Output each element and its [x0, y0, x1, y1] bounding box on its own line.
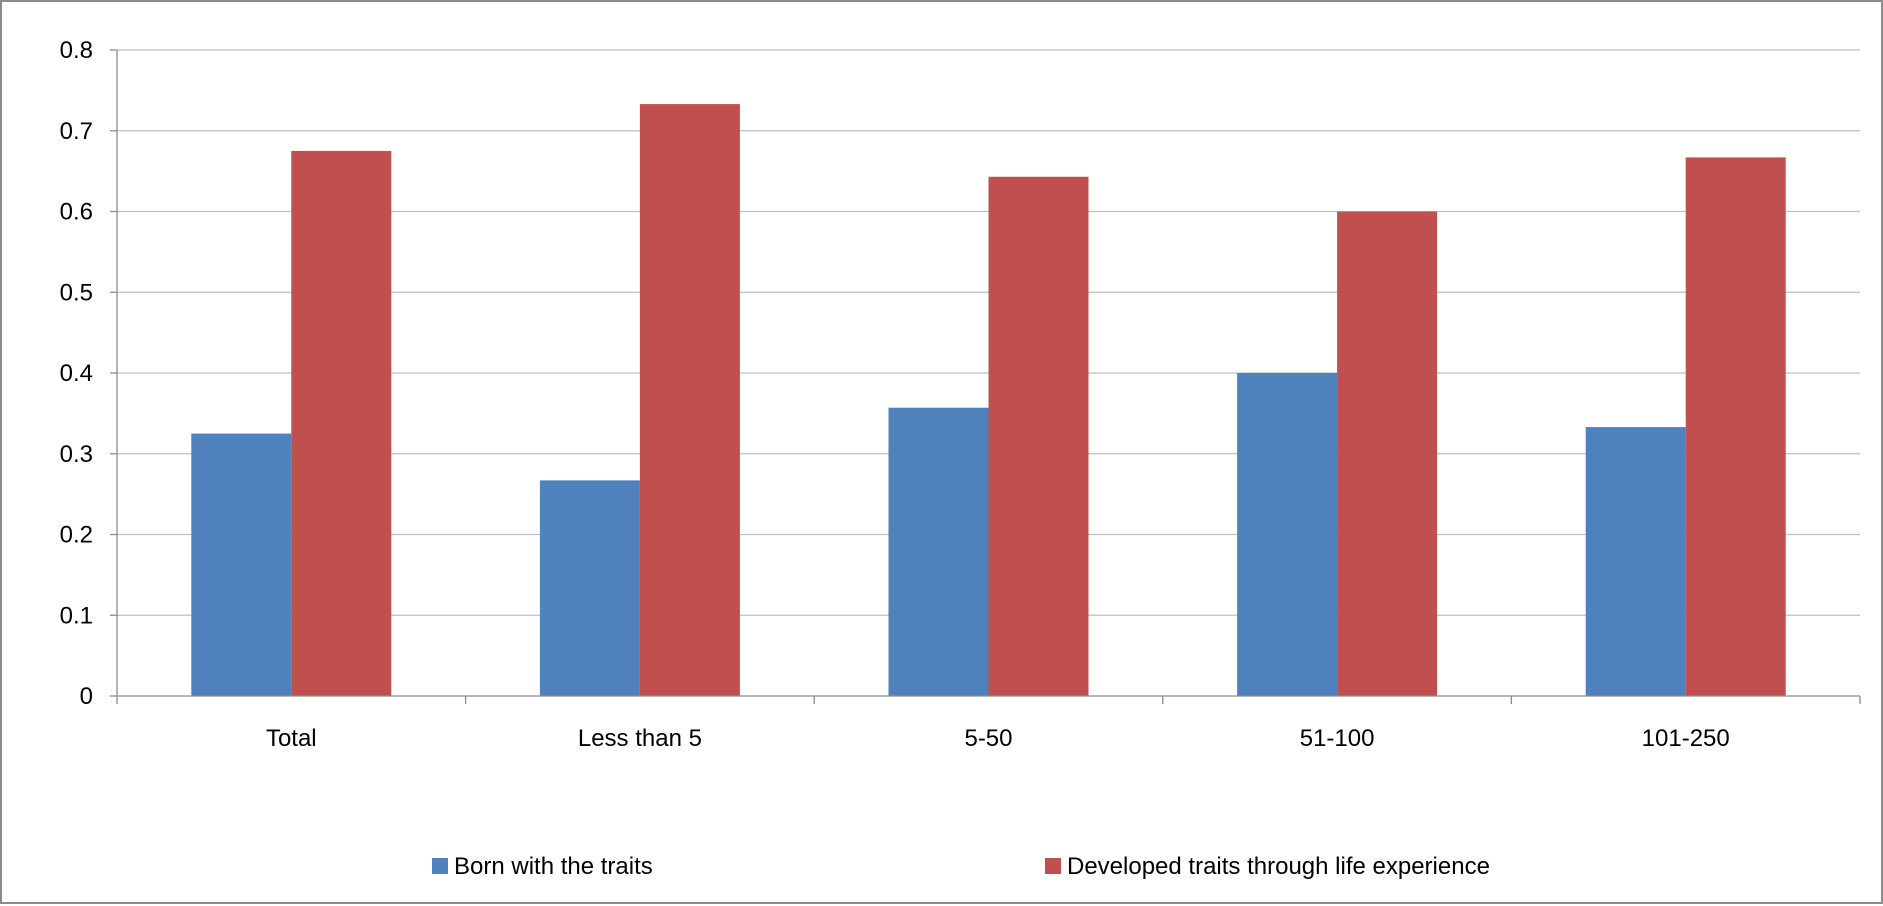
- y-tick-label: 0.8: [60, 37, 93, 64]
- bar-developed: [639, 104, 740, 697]
- bar-born: [1585, 427, 1686, 696]
- bar-born: [1237, 373, 1338, 696]
- y-tick-label: 0: [80, 683, 93, 710]
- x-tick-label: 5-50: [964, 725, 1012, 752]
- x-tick-label: 101-250: [1642, 725, 1730, 752]
- x-tick-label: Less than 5: [578, 725, 702, 752]
- legend: Born with the traits Developed traits thr…: [432, 853, 1490, 880]
- bar-born: [888, 407, 989, 696]
- bar-born: [191, 433, 292, 696]
- bar-born: [539, 480, 640, 696]
- y-tick-label: 0.1: [60, 602, 93, 629]
- bar-developed: [1685, 157, 1786, 696]
- y-tick-label: 0.5: [60, 279, 93, 306]
- legend-swatch: [1045, 858, 1061, 874]
- x-tick-label: Total: [266, 725, 317, 752]
- bars: [191, 104, 1786, 697]
- axes: 0 0.1 0.2 0.3 0.4 0.5 0.6 0.7 0.8 Total Less than …: [60, 37, 1861, 752]
- bar-developed: [1337, 211, 1438, 696]
- y-tick-label: 0.2: [60, 522, 93, 549]
- y-tick-label: 0.4: [60, 360, 93, 387]
- y-tick-label: 0.7: [60, 118, 93, 145]
- x-tick-label: 51-100: [1300, 725, 1375, 752]
- bar-developed: [291, 150, 392, 696]
- legend-swatch: [432, 858, 448, 874]
- y-tick-label: 0.6: [60, 199, 93, 226]
- y-tick-label: 0.3: [60, 441, 93, 468]
- bar-developed: [988, 176, 1089, 697]
- legend-label: Born with the traits: [454, 853, 653, 880]
- legend-label: Developed traits through life experience: [1067, 853, 1490, 880]
